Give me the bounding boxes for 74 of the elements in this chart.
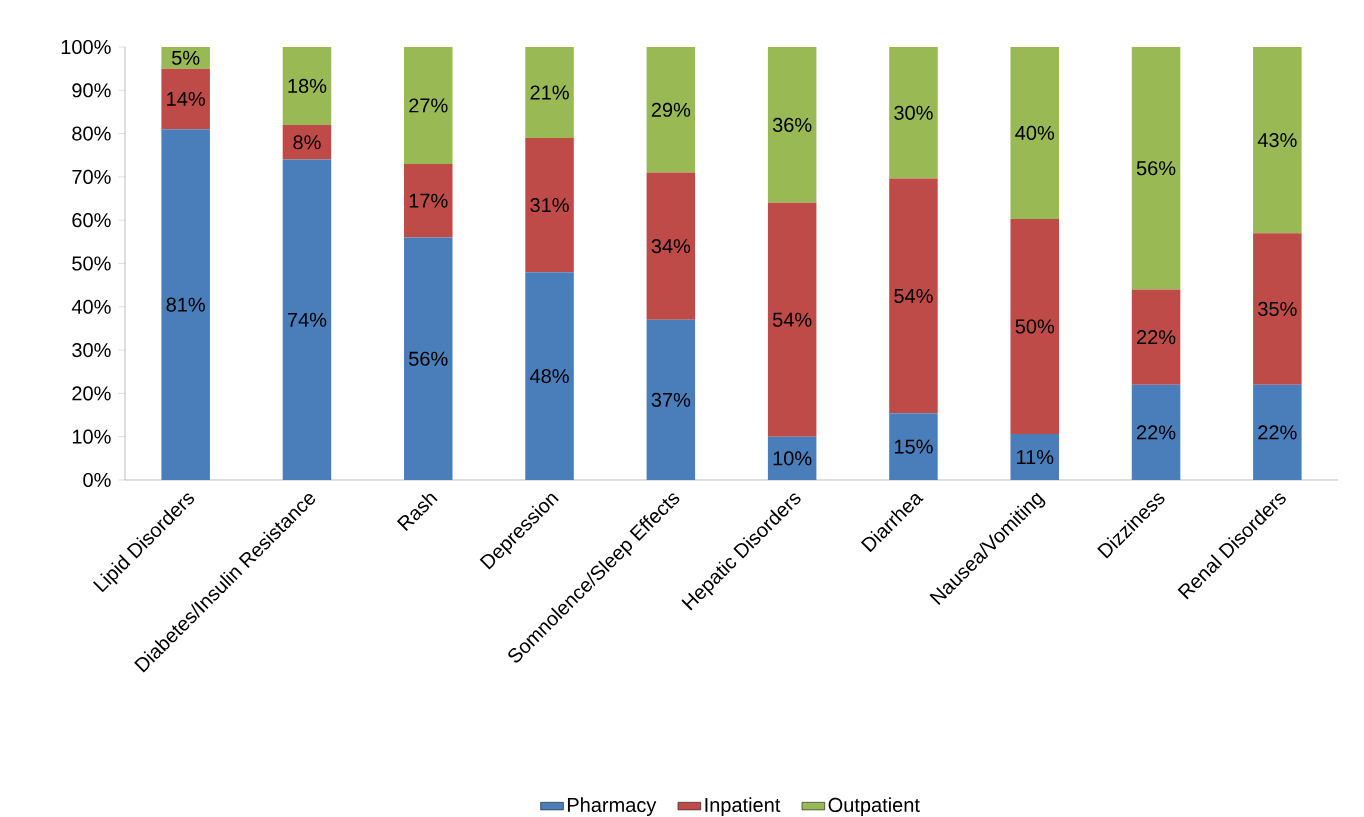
data-label: 8% [293, 135, 321, 150]
data-label: 43% [1257, 133, 1297, 148]
y-tick-label: 80% [72, 126, 111, 141]
bar [1010, 46, 1060, 219]
bar [1253, 233, 1302, 385]
y-tick-label: 0% [83, 472, 111, 488]
data-label: 5% [172, 50, 200, 65]
bar [646, 172, 696, 320]
bar [161, 46, 210, 69]
bar [767, 436, 817, 480]
y-tick-label: 100% [61, 39, 111, 55]
data-label: 27% [409, 98, 448, 113]
y-tick-label: 20% [72, 386, 111, 401]
bar [282, 124, 332, 160]
data-label: 56% [409, 351, 448, 366]
bar [161, 129, 210, 480]
data-label: 14% [167, 91, 205, 106]
bar [525, 137, 574, 273]
bar [1131, 46, 1181, 290]
data-label: 29% [651, 102, 691, 117]
data-label: 15% [894, 439, 933, 454]
y-tick-label: 60% [72, 213, 111, 228]
data-label: 36% [772, 117, 812, 132]
data-label: 11% [1017, 450, 1054, 465]
bar [282, 46, 332, 125]
data-label: 81% [166, 297, 205, 312]
y-tick-label: 10% [72, 429, 111, 444]
bar [1253, 46, 1302, 234]
legend-label: Inpatient [705, 797, 781, 816]
data-label: 17% [409, 193, 448, 208]
bar [889, 178, 938, 414]
bar [1010, 218, 1060, 435]
data-label: 35% [1258, 301, 1297, 317]
bar [646, 46, 696, 173]
bar [282, 159, 332, 480]
data-label: 22% [1137, 330, 1176, 345]
bar [889, 46, 938, 179]
y-tick-label: 30% [72, 343, 111, 358]
bar [525, 46, 574, 138]
bar [767, 46, 817, 203]
bar [404, 46, 453, 164]
data-label: 10% [773, 451, 812, 466]
data-label: 22% [1258, 425, 1297, 440]
bar [1131, 289, 1181, 385]
data-label: 18% [288, 78, 327, 94]
legend-label: Pharmacy [567, 797, 657, 816]
bar [404, 163, 453, 238]
bar [161, 68, 210, 130]
bar [889, 413, 938, 480]
bar [1010, 434, 1060, 480]
data-label: 56% [1136, 161, 1176, 176]
data-label: 54% [772, 312, 812, 327]
y-tick-label: 90% [72, 83, 111, 98]
data-label: 30% [894, 105, 933, 120]
data-label: 31% [530, 197, 569, 213]
legend-label: Outpatient [828, 797, 920, 816]
data-label: 34% [651, 239, 691, 254]
data-label: 40% [1015, 125, 1055, 141]
y-tick-label: 40% [71, 299, 111, 314]
data-label: 22% [1137, 425, 1176, 440]
y-tick-label: 50% [72, 256, 111, 271]
data-label: 54% [894, 288, 933, 303]
data-label: 50% [1015, 319, 1055, 334]
bar [525, 272, 574, 480]
y-tick-label: 70% [72, 169, 111, 184]
bar [404, 237, 453, 480]
bar [1131, 384, 1181, 480]
data-label: 74% [287, 312, 327, 327]
data-label: 37% [651, 392, 691, 407]
data-label: 21% [530, 85, 569, 100]
bar [767, 202, 817, 437]
bar [646, 319, 696, 480]
bar [1253, 384, 1302, 480]
data-label: 48% [530, 368, 569, 384]
